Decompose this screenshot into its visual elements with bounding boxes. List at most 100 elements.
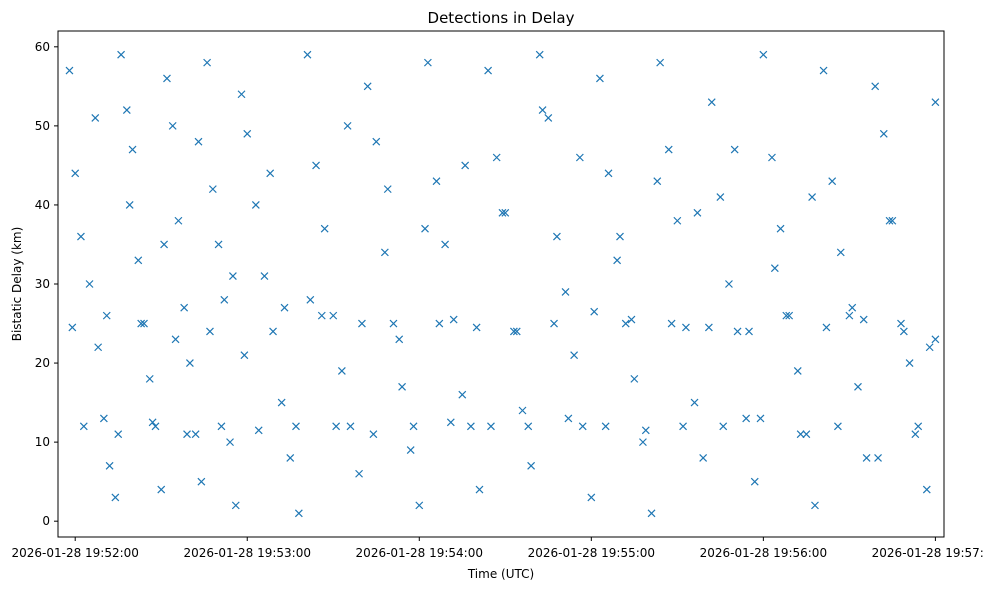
- data-point: [899, 327, 908, 336]
- data-point: [292, 422, 300, 431]
- data-point: [449, 315, 458, 324]
- x-tick-label: 2026-01-28 19:56:00: [700, 546, 827, 560]
- data-point: [667, 319, 676, 328]
- data-point: [745, 327, 753, 336]
- data-points: [65, 50, 940, 518]
- data-point: [99, 414, 108, 423]
- data-point: [756, 414, 765, 423]
- y-tick-label: 0: [42, 514, 50, 528]
- data-point: [343, 121, 352, 130]
- y-axis-label: Bistatic Delay (km): [10, 227, 24, 342]
- data-point: [180, 303, 189, 312]
- data-point: [306, 295, 315, 304]
- data-point: [346, 422, 355, 431]
- data-point: [398, 382, 407, 391]
- data-point: [859, 315, 868, 324]
- data-point: [862, 454, 871, 462]
- x-tick-label: 2026-01-28 19:52:00: [11, 546, 138, 560]
- data-point: [358, 319, 366, 328]
- data-point: [630, 374, 639, 383]
- data-point: [117, 50, 126, 59]
- data-point: [498, 208, 507, 217]
- data-point: [914, 422, 923, 431]
- data-point: [406, 446, 415, 454]
- data-point: [134, 256, 143, 265]
- data-point: [776, 224, 785, 233]
- data-point: [105, 461, 114, 470]
- data-point: [484, 66, 493, 75]
- data-point: [168, 121, 177, 130]
- data-point: [317, 311, 326, 320]
- data-point: [848, 303, 857, 312]
- data-point: [845, 311, 854, 320]
- y-tick-label: 40: [35, 198, 50, 212]
- data-point: [544, 114, 553, 122]
- data-point: [768, 153, 776, 162]
- data-point: [475, 485, 484, 494]
- data-point: [466, 422, 475, 431]
- y-tick-label: 10: [35, 435, 50, 449]
- data-point: [733, 327, 742, 336]
- x-tick-label: 2026-01-28 19:57:00: [872, 546, 984, 560]
- data-point: [286, 454, 295, 462]
- data-point: [260, 272, 269, 281]
- data-point: [183, 430, 191, 439]
- data-point: [294, 509, 303, 518]
- data-point: [575, 153, 584, 162]
- data-point: [395, 335, 404, 344]
- data-point: [911, 430, 920, 439]
- data-point: [725, 280, 733, 288]
- data-point: [77, 232, 85, 241]
- data-point: [811, 501, 819, 510]
- y-tick-label: 60: [35, 40, 50, 54]
- data-point: [564, 414, 573, 423]
- data-point: [269, 327, 277, 336]
- data-point: [217, 422, 226, 431]
- data-point: [770, 264, 779, 273]
- data-point: [102, 311, 111, 320]
- data-point: [266, 169, 275, 178]
- data-point: [254, 426, 263, 435]
- data-point: [140, 319, 148, 328]
- data-point: [280, 303, 289, 312]
- data-point: [587, 493, 596, 502]
- data-point: [363, 82, 372, 91]
- data-point: [94, 343, 103, 352]
- data-point: [897, 319, 905, 328]
- data-point: [461, 161, 470, 170]
- data-point: [228, 272, 237, 281]
- data-point: [716, 193, 725, 201]
- data-point: [796, 430, 805, 439]
- data-point: [157, 485, 166, 494]
- data-point: [885, 216, 894, 225]
- data-point: [71, 169, 80, 178]
- y-tick-label: 20: [35, 356, 50, 370]
- data-point: [570, 351, 579, 360]
- data-point: [492, 153, 501, 162]
- data-point: [137, 319, 146, 328]
- data-point: [329, 311, 338, 320]
- data-point: [647, 509, 656, 518]
- data-point: [372, 137, 381, 146]
- data-point: [194, 137, 203, 146]
- chart-title: Detections in Delay: [428, 9, 575, 27]
- data-point: [518, 406, 527, 415]
- data-point: [874, 454, 882, 462]
- data-point: [641, 426, 650, 435]
- data-point: [854, 382, 862, 391]
- data-point: [836, 248, 845, 257]
- data-point: [707, 98, 716, 107]
- x-axis-ticks: 2026-01-28 19:52:00 2026-01-28 19:53:00 20…: [11, 537, 984, 560]
- data-point: [802, 430, 811, 439]
- data-point: [415, 501, 424, 510]
- data-point: [65, 66, 74, 75]
- data-point: [355, 469, 363, 478]
- data-point: [719, 422, 728, 431]
- data-point: [423, 58, 432, 67]
- data-point: [509, 327, 518, 336]
- data-point: [704, 323, 713, 332]
- data-point: [653, 177, 662, 186]
- data-point: [793, 367, 802, 375]
- data-point: [312, 161, 320, 170]
